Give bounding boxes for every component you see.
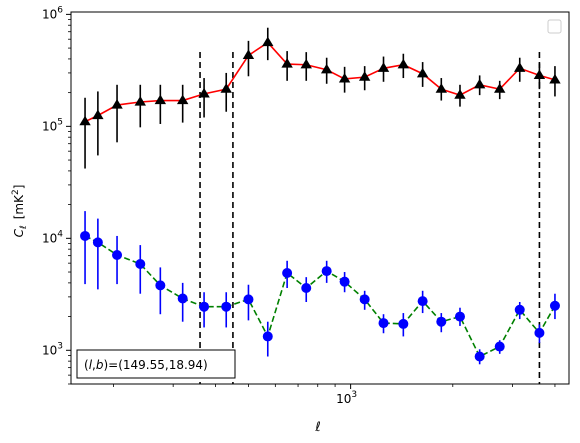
axes-frame	[70, 11, 570, 385]
circle-marker	[359, 294, 370, 305]
x-tick-label: 103	[336, 390, 357, 406]
triangle-marker	[79, 115, 91, 126]
axis-ticks: 103 104 105 106 103	[42, 5, 556, 406]
circle-marker	[378, 318, 389, 329]
circle-marker	[199, 301, 210, 312]
x-axis-label: ℓ	[314, 420, 320, 435]
plot-frame	[70, 11, 570, 385]
triangle-marker	[198, 87, 210, 98]
triangle-marker	[377, 62, 390, 72]
circle-marker	[454, 311, 465, 322]
circle-marker	[339, 276, 350, 287]
triangle-marker	[473, 78, 486, 89]
circle-marker	[92, 237, 103, 248]
circle-marker	[436, 316, 447, 327]
triangle-marker	[416, 67, 429, 78]
triangle-marker	[494, 83, 506, 93]
triangle-marker	[435, 83, 447, 93]
triangle-marker	[154, 94, 167, 105]
circle-marker	[262, 331, 273, 342]
triangle-marker	[281, 58, 293, 68]
triangle-marker	[549, 73, 561, 84]
annotation-box: (l,b)=(149.55,18.94)	[76, 349, 236, 379]
circle-marker	[494, 341, 505, 352]
triangle-marker	[320, 63, 333, 74]
triangle-marker	[176, 94, 189, 105]
circle-marker	[282, 268, 293, 279]
circle-marker	[135, 258, 146, 269]
svg-text:(l,b)=(149.55,18.94): (l,b)=(149.55,18.94)	[84, 358, 208, 372]
series-line	[84, 41, 556, 123]
triangle-marker	[262, 36, 274, 47]
circle-marker	[398, 318, 409, 329]
y-tick-label: 106	[42, 5, 63, 21]
series-layer	[79, 27, 561, 365]
triangle-marker	[338, 72, 351, 83]
circle-marker	[221, 301, 232, 312]
triangle-marker	[514, 62, 526, 72]
triangle-marker	[220, 83, 232, 93]
circle-marker	[321, 266, 332, 277]
triangle-marker	[300, 58, 312, 69]
triangle-marker	[134, 95, 146, 106]
circle-marker	[474, 351, 485, 362]
circle-marker	[155, 280, 166, 291]
triangle-marker	[454, 89, 466, 99]
circle-marker	[80, 230, 91, 241]
y-axis-label: Cℓ[mK2]	[11, 185, 29, 238]
circle-marker	[243, 294, 254, 305]
circle-marker	[112, 249, 123, 260]
y-tick-label: 103	[42, 341, 63, 357]
triangle-marker	[358, 71, 371, 81]
y-tick-label: 105	[42, 117, 63, 133]
y-tick-label: 104	[42, 229, 63, 245]
vertical-reference-lines	[199, 52, 541, 384]
series-line	[84, 235, 556, 358]
circle-marker	[417, 296, 428, 307]
series-2	[80, 211, 560, 365]
circle-marker	[514, 304, 525, 315]
series-1	[79, 27, 561, 169]
circle-marker	[301, 283, 312, 294]
triangle-marker	[92, 109, 104, 120]
legend-box	[547, 19, 562, 34]
triangle-marker	[533, 69, 546, 80]
circle-marker	[534, 327, 545, 338]
circle-marker	[549, 300, 560, 311]
triangle-marker	[111, 99, 123, 109]
triangle-marker	[242, 49, 255, 60]
circle-marker	[177, 293, 188, 304]
triangle-marker	[397, 58, 410, 69]
